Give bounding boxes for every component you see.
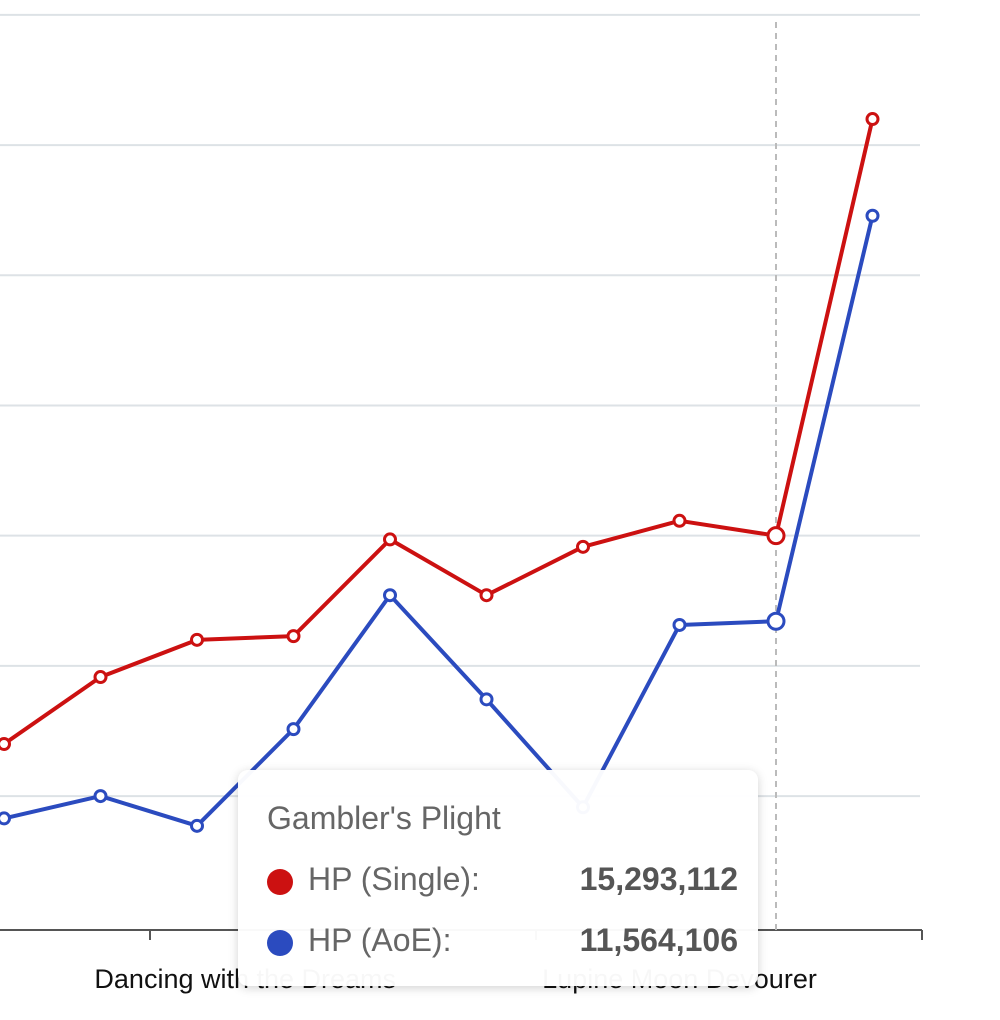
data-point-s0-6: [576, 539, 590, 554]
tooltip-row-aoe: HP (AoE): 11,564,106: [267, 922, 738, 962]
data-point-s0-7: [672, 513, 687, 528]
tooltip-label-aoe: HP (AoE):: [308, 922, 452, 958]
data-point-s0-9: [865, 112, 880, 127]
tooltip-label-single: HP (Single):: [308, 861, 480, 897]
data-point-s1-9: [865, 208, 880, 223]
data-point-s1-0: [0, 811, 11, 826]
data-point-s1-7: [672, 617, 687, 632]
data-point-s1-2: [190, 818, 204, 833]
data-point-s0-3: [286, 629, 301, 644]
series-aoe-dot-icon: [267, 930, 293, 956]
chart-tooltip: Gambler's Plight HP (Single): 15,293,112…: [238, 770, 758, 986]
data-point-s0-0: [0, 737, 11, 751]
tooltip-value-aoe: 11,564,106: [579, 922, 738, 958]
series-line-0: [2, 118, 875, 746]
data-point-s0-5: [479, 588, 494, 603]
series-line-1: [3, 215, 875, 828]
tooltip-value-single: 15,293,112: [579, 861, 738, 897]
data-point-s1-1: [93, 789, 108, 804]
data-point-s0-8: [766, 526, 786, 546]
data-point-s0-1: [93, 670, 108, 685]
series-single-dot-icon: [267, 869, 293, 895]
data-point-s1-4: [383, 588, 397, 603]
tooltip-row-single: HP (Single): 15,293,112: [267, 861, 738, 901]
data-point-s0-4: [383, 532, 397, 547]
data-point-s1-5: [479, 692, 494, 707]
data-point-s1-8: [766, 611, 786, 631]
data-point-s0-2: [190, 632, 204, 647]
data-point-s1-3: [286, 722, 301, 737]
tooltip-title: Gambler's Plight: [267, 800, 501, 836]
